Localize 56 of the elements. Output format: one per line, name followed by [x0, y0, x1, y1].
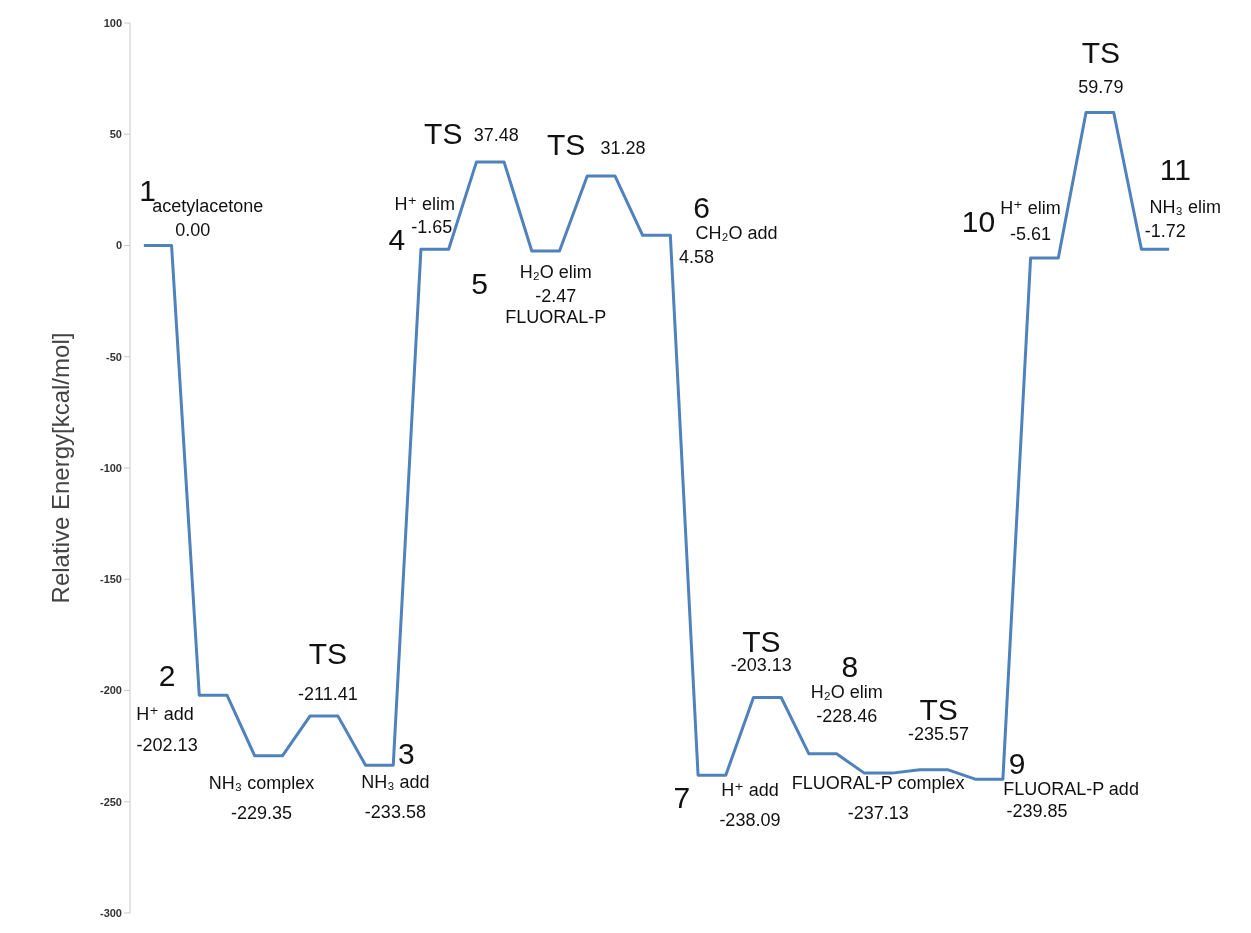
annotation: H⁺ add — [721, 780, 779, 801]
data-label: -5.61 — [1009, 223, 1051, 244]
annotation: 2 — [158, 658, 176, 692]
annotation: TS — [1081, 35, 1121, 69]
y-tick-label: 100 — [103, 16, 122, 29]
annotation: H₂O elim — [519, 262, 592, 282]
y-tick-label: -300 — [99, 906, 122, 919]
data-label: -211.41 — [298, 683, 358, 704]
data-label: -2.47 — [535, 286, 577, 306]
annotation: FLUORAL-P — [505, 307, 607, 327]
annotation: FLUORAL-P add — [1003, 779, 1139, 800]
annotation: 10 — [961, 205, 996, 239]
data-label: 59.79 — [1078, 77, 1124, 98]
annotation: H⁺ elim — [1000, 197, 1061, 218]
annotation: 3 — [398, 736, 415, 770]
data-label: 37.48 — [473, 125, 519, 146]
annotation: 11 — [1159, 152, 1191, 186]
data-label: -228.46 — [816, 705, 878, 726]
data-label: 31.28 — [600, 137, 646, 158]
annotation: CH₂O add — [695, 223, 778, 244]
annotation: H₂O elim — [810, 681, 883, 702]
data-label: -1.65 — [411, 217, 453, 238]
annotation: TS — [742, 624, 781, 658]
annotation: H⁺ elim — [394, 194, 456, 215]
annotation: TS — [424, 116, 463, 150]
data-label: 4.58 — [678, 247, 715, 268]
annotation: 5 — [471, 267, 488, 301]
y-axis-title: Relative Energy[kcal/mol] — [46, 332, 74, 604]
annotation: NH₃ complex — [208, 772, 315, 793]
y-tick-label: -150 — [99, 573, 122, 586]
annotation: TS — [546, 128, 586, 162]
data-label: -238.09 — [719, 810, 781, 831]
annotation: FLUORAL-P complex — [791, 773, 965, 794]
annotation: H⁺ add — [136, 704, 194, 725]
y-tick-label: -100 — [99, 461, 122, 474]
data-label: -233.58 — [364, 802, 426, 823]
data-label: -237.13 — [847, 803, 909, 824]
annotation: 8 — [841, 650, 859, 684]
annotation: NH₃ add — [361, 772, 430, 793]
annotation: NH₃ elim — [1149, 197, 1221, 218]
data-label: 0.00 — [175, 219, 211, 240]
y-tick-label: -50 — [106, 350, 122, 363]
annotation: TS — [308, 637, 348, 671]
annotation: 9 — [1008, 746, 1026, 780]
y-tick-label: 0 — [115, 239, 122, 252]
data-label: -202.13 — [136, 735, 198, 756]
data-label: -239.85 — [1006, 801, 1068, 822]
annotation: 4 — [388, 222, 406, 256]
y-tick-label: -250 — [99, 795, 122, 808]
annotation: 7 — [673, 780, 691, 814]
data-label: -1.72 — [1144, 221, 1186, 242]
y-tick-label: -200 — [99, 684, 122, 697]
data-label: -229.35 — [231, 802, 293, 823]
data-label: -203.13 — [730, 655, 792, 676]
annotation: 6 — [693, 190, 710, 224]
y-tick-label: 50 — [109, 128, 122, 141]
